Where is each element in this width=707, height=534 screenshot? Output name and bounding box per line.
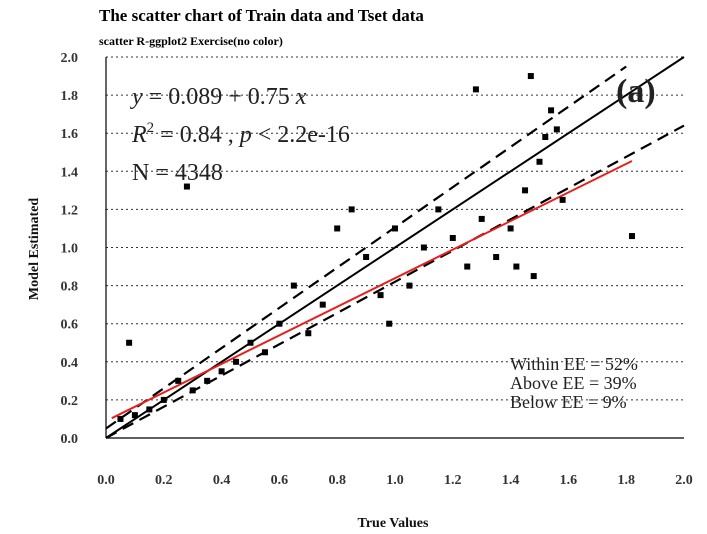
data-point [377, 292, 384, 299]
equation-x-var: x [295, 84, 307, 110]
data-point [464, 263, 471, 270]
x-axis-label: True Values [358, 516, 429, 531]
y-tick-label: 0.4 [61, 356, 79, 371]
r-squared-text: R2 = 0.84 , p < 2.2e-16 [131, 120, 350, 148]
above-ee-text: Above EE = 39% [510, 373, 637, 393]
y-tick-label: 1.6 [61, 127, 79, 142]
r2-body: = 0.84 , [154, 122, 240, 148]
x-tick-label: 1.6 [560, 473, 578, 488]
x-tick-label: 0.6 [271, 473, 289, 488]
data-point [553, 126, 560, 133]
reference-lines [105, 56, 685, 439]
data-point [334, 225, 341, 232]
data-point [276, 320, 283, 327]
data-point [363, 254, 370, 261]
ee-lower-line [105, 124, 685, 439]
regression-equation: y = 0.089 + 0.75 x [130, 84, 307, 110]
data-point [527, 73, 534, 80]
data-point [472, 86, 479, 93]
y-tick-label: 2.0 [61, 51, 79, 66]
p-body: < 2.2e-16 [252, 122, 350, 148]
data-point [449, 234, 456, 241]
data-point [319, 301, 326, 308]
data-point [493, 254, 500, 261]
within-ee-text: Within EE = 52% [510, 354, 638, 374]
data-point [247, 339, 254, 346]
x-tick-label: 0.0 [97, 473, 115, 488]
x-tick-label: 2.0 [675, 473, 693, 488]
data-point [435, 206, 442, 213]
x-tick-label: 1.4 [502, 473, 520, 488]
y-tick-label: 0.6 [61, 318, 79, 333]
data-point [175, 377, 182, 384]
y-tick-label: 1.2 [61, 203, 79, 218]
data-point [392, 225, 398, 232]
data-point [183, 183, 190, 190]
y-tick-label: 0.8 [61, 280, 79, 295]
grid-lines [106, 56, 684, 401]
data-point [478, 215, 485, 222]
data-point [507, 225, 514, 232]
data-point [261, 349, 268, 356]
data-point [146, 406, 153, 413]
data-point [218, 368, 225, 375]
x-tick-label: 0.8 [328, 473, 346, 488]
data-point [386, 320, 393, 327]
data-point [548, 107, 555, 114]
data-point [513, 263, 520, 270]
x-tick-label: 1.2 [444, 473, 462, 488]
y-tick-label: 1.4 [61, 165, 79, 180]
below-ee-text: Below EE = 9% [510, 392, 627, 412]
data-point [530, 273, 537, 280]
data-point [204, 377, 211, 384]
sample-count: N = 4348 [132, 160, 223, 186]
data-point [117, 415, 124, 422]
regression-line [111, 160, 633, 420]
data-point [233, 358, 240, 365]
y-axis-label: Model Estimated [27, 198, 42, 300]
data-point [559, 196, 566, 203]
data-point [160, 396, 167, 403]
data-point [131, 412, 138, 419]
data-point [542, 134, 549, 141]
ee-upper-line [105, 65, 627, 430]
data-point [290, 282, 297, 289]
data-point [420, 244, 427, 251]
p-var: p [238, 122, 252, 148]
data-point [126, 339, 133, 346]
tick-labels: 0.0 0.2 0.4 0.6 0.8 1.0 1.2 1.4 1.6 1.8 2.0 0.0 0.2 0… [61, 51, 693, 488]
chart-title: The scatter chart of Train data and Tset… [99, 6, 424, 25]
y-tick-label: 0.2 [61, 394, 79, 409]
x-tick-label: 0.4 [213, 473, 231, 488]
y-tick-label: 1.0 [61, 242, 79, 257]
panel-label: (a) [616, 73, 656, 110]
data-point [305, 330, 312, 337]
data-point [536, 158, 543, 165]
x-tick-label: 1.8 [617, 473, 635, 488]
r-var: R [131, 122, 147, 148]
axes [105, 57, 684, 439]
data-point [189, 387, 196, 394]
x-tick-label: 0.2 [155, 473, 173, 488]
x-tick-label: 1.0 [386, 473, 404, 488]
y-tick-label: 0.0 [61, 432, 79, 447]
data-point [628, 233, 635, 240]
equation-body: = 0.089 + 0.75 [143, 84, 296, 110]
data-point [348, 206, 355, 213]
data-point [406, 282, 413, 289]
y-tick-label: 1.8 [61, 89, 79, 104]
r-superscript: 2 [147, 120, 155, 136]
chart-subtitle: scatter R-ggplot2 Exercise(no color) [99, 34, 283, 48]
data-point [522, 187, 529, 194]
equation-y-var: y [130, 84, 143, 110]
data-points [117, 73, 635, 422]
